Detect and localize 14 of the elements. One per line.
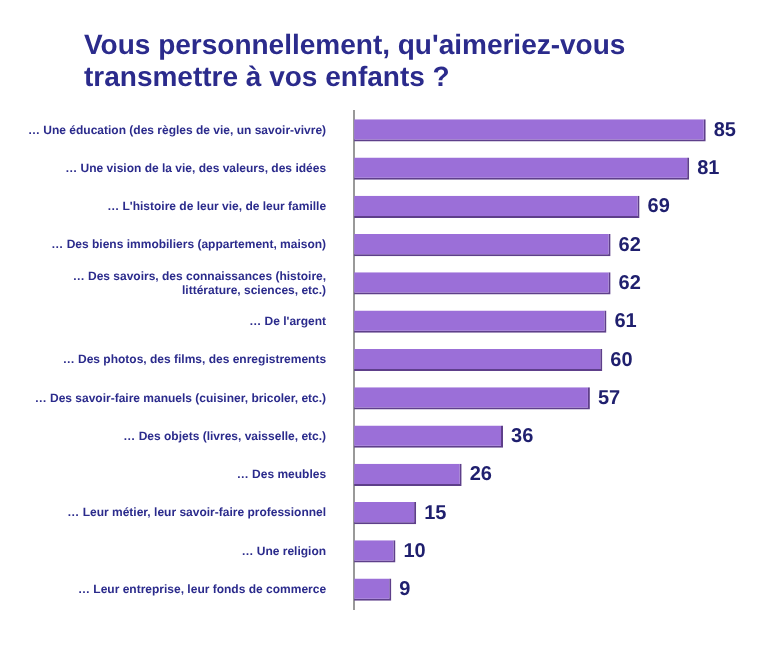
data-label: 15 xyxy=(424,502,448,525)
data-label: 62 xyxy=(618,272,642,295)
data-label: 69 xyxy=(647,196,671,219)
data-label: 81 xyxy=(697,158,721,181)
data-label: 60 xyxy=(610,349,634,372)
data-label: 61 xyxy=(614,311,638,334)
data-label: 62 xyxy=(618,234,642,257)
data-label: 9 xyxy=(399,579,412,602)
data-label: 26 xyxy=(469,464,493,487)
chart-title: Vous personnellement, qu'aimeriez-vous transmettre à vos enfants ? xyxy=(84,28,628,92)
data-label: 10 xyxy=(403,540,427,563)
data-label: 85 xyxy=(713,119,737,142)
data-label: 36 xyxy=(511,426,535,449)
data-label: 57 xyxy=(597,387,622,410)
